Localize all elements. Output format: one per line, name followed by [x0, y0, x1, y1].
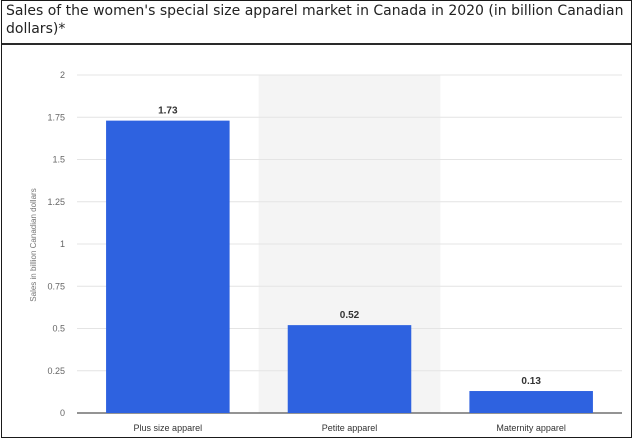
x-tick-label: Plus size apparel [134, 423, 203, 433]
y-tick-label: 0.75 [47, 281, 65, 291]
y-tick-label: 1.75 [47, 112, 65, 122]
y-tick-label: 1.25 [47, 197, 65, 207]
x-tick-label: Petite apparel [322, 423, 378, 433]
bar [287, 325, 412, 413]
y-tick-label: 0.25 [47, 366, 65, 376]
y-axis-label: Sales in billion Canadian dollars [29, 188, 38, 301]
y-tick-label: 1.5 [52, 155, 65, 165]
bar [106, 120, 230, 413]
y-tick-label: 1 [60, 239, 65, 249]
data-label: 0.52 [340, 310, 360, 321]
data-label: 0.13 [521, 376, 541, 387]
title-divider [2, 43, 631, 45]
y-tick-label: 0.5 [52, 324, 65, 334]
y-tick-label: 2 [60, 70, 65, 80]
x-tick-label: Maternity apparel [496, 423, 566, 433]
bar [469, 391, 593, 413]
chart-title: Sales of the women's special size appare… [6, 3, 624, 37]
data-label: 1.73 [158, 106, 178, 117]
y-tick-label: 0 [60, 408, 65, 418]
